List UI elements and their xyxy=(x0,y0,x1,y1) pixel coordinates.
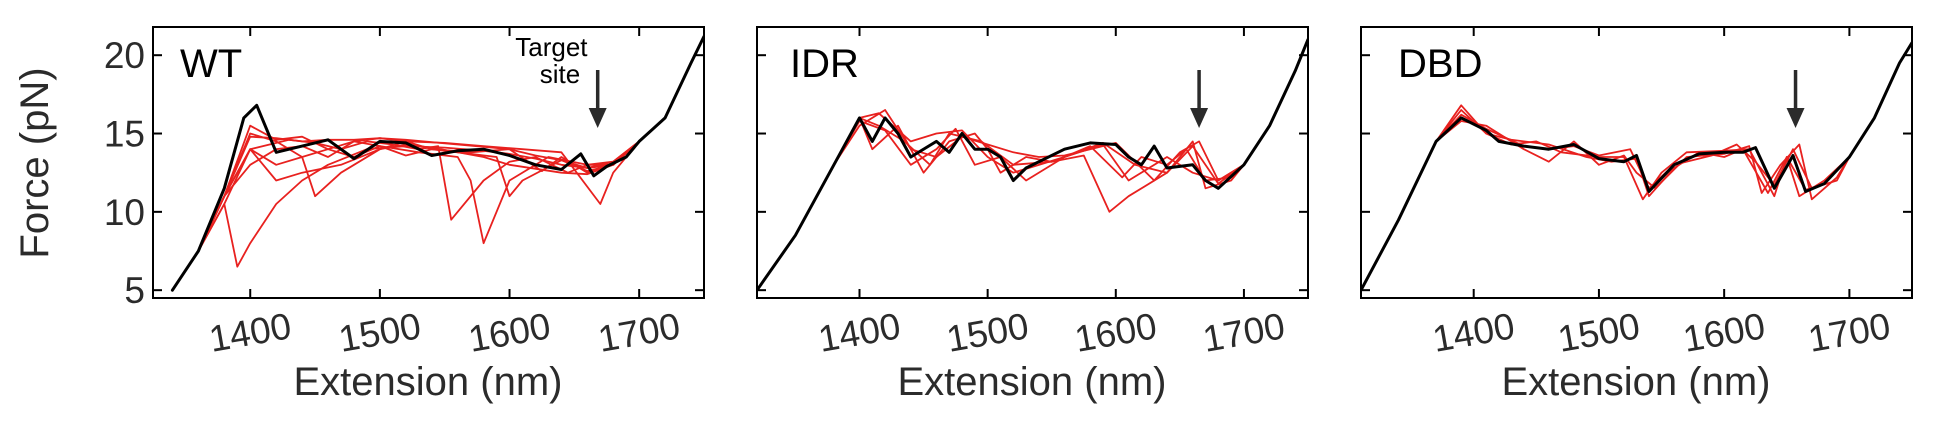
panel-dbd: 1400 1500 1600 1700 DBD Extension (nm) xyxy=(1360,26,1913,404)
frame-dbd xyxy=(1360,26,1913,299)
mean-trace-idr xyxy=(757,38,1308,292)
y-tick-label-15: 15 xyxy=(104,114,145,155)
x-tick-label-wt-1400: 1400 xyxy=(206,305,294,360)
ticks-dbd xyxy=(1361,27,1912,298)
annotation-target: Target site xyxy=(515,32,595,89)
x-tick-label-dbd-1400: 1400 xyxy=(1430,305,1518,360)
mean-idr xyxy=(757,38,1308,292)
frame-wt xyxy=(152,26,705,299)
x-tick-label-wt-1500: 1500 xyxy=(336,305,424,360)
y-tick-label-20: 20 xyxy=(104,35,145,76)
x-tick-label-idr-1700: 1700 xyxy=(1200,305,1288,360)
x-tick-labels-idr: 1400 1500 1600 1700 xyxy=(815,305,1288,360)
x-tick-label-wt-1700: 1700 xyxy=(595,305,683,360)
x-tick-label-wt-1600: 1600 xyxy=(465,305,553,360)
x-axis-title-dbd: Extension (nm) xyxy=(1502,360,1771,404)
x-tick-label-dbd-1700: 1700 xyxy=(1805,305,1893,360)
mean-wt xyxy=(170,34,704,292)
panel-label-idr: IDR xyxy=(790,42,859,86)
x-tick-label-idr-1600: 1600 xyxy=(1072,305,1160,360)
frame-idr xyxy=(756,26,1309,299)
trace-idr-2 xyxy=(757,38,1308,292)
y-tick-label-5: 5 xyxy=(124,270,145,311)
trace-wt-7 xyxy=(171,35,704,292)
target-arrow-icon-dbd xyxy=(1786,108,1805,128)
x-tick-label-idr-1400: 1400 xyxy=(815,305,903,360)
y-axis-title: Force (pN) xyxy=(13,67,57,258)
target-arrow-icon-idr xyxy=(1190,108,1209,128)
traces-wt xyxy=(171,35,704,292)
panel-label-dbd: DBD xyxy=(1398,42,1482,86)
x-axis-title-wt: Extension (nm) xyxy=(294,360,563,404)
panel-label-wt: WT xyxy=(180,42,242,86)
annotation-line1: Target xyxy=(515,32,588,62)
panel-idr: 1400 1500 1600 1700 IDR Extension (nm) xyxy=(756,26,1309,404)
ticks-idr xyxy=(757,27,1308,298)
ticks-wt xyxy=(153,27,704,298)
x-axis-title-idr: Extension (nm) xyxy=(898,360,1167,404)
target-dbd xyxy=(1786,70,1805,128)
x-tick-label-dbd-1600: 1600 xyxy=(1680,305,1768,360)
target-arrow-icon-wt xyxy=(588,108,607,128)
x-tick-label-idr-1500: 1500 xyxy=(943,305,1031,360)
target-wt xyxy=(588,70,607,128)
mean-trace-dbd xyxy=(1361,41,1912,292)
x-tick-label-dbd-1500: 1500 xyxy=(1555,305,1643,360)
y-tick-label-10: 10 xyxy=(104,192,145,233)
mean-dbd xyxy=(1361,41,1912,292)
x-tick-labels-wt: 1400 1500 1600 1700 xyxy=(206,305,683,360)
x-tick-labels-dbd: 1400 1500 1600 1700 xyxy=(1430,305,1894,360)
mean-trace-wt xyxy=(170,34,704,292)
target-idr xyxy=(1190,70,1209,128)
y-tick-labels-wt: 5 10 15 20 xyxy=(104,35,145,311)
annotation-line2: site xyxy=(540,59,580,89)
